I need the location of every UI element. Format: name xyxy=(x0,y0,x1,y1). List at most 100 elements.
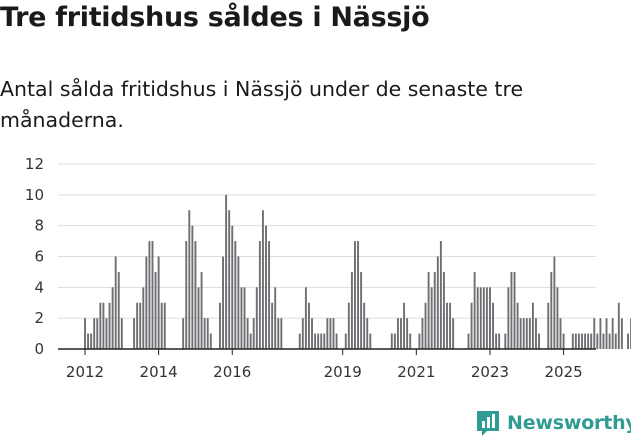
bar xyxy=(105,318,108,349)
bar xyxy=(203,318,206,349)
y-tick-label: 10 xyxy=(25,186,44,204)
bar xyxy=(350,271,353,349)
bar xyxy=(571,333,574,349)
x-tick-label: 2014 xyxy=(140,363,178,381)
bar xyxy=(476,287,479,349)
bar xyxy=(323,333,326,349)
bar xyxy=(479,287,482,349)
bar xyxy=(133,318,136,349)
bar xyxy=(274,287,277,349)
bar xyxy=(298,333,301,349)
bar xyxy=(538,333,540,349)
bar xyxy=(246,318,249,349)
bar xyxy=(519,318,522,349)
bar xyxy=(317,333,320,349)
bar xyxy=(495,333,498,349)
bar xyxy=(596,333,599,349)
bar xyxy=(593,318,596,349)
bar xyxy=(200,271,203,349)
bar xyxy=(111,287,114,349)
bar-chart: 3 0 2 4 6 8 10 12 2012 2014 2016 2019 2021 2023 2025 xyxy=(25,155,631,381)
bar xyxy=(120,318,123,349)
bar xyxy=(516,302,519,349)
bars: 3 xyxy=(84,194,631,349)
bar xyxy=(249,333,252,349)
bar xyxy=(84,318,86,349)
bar xyxy=(433,271,436,349)
bar xyxy=(608,333,611,349)
bar xyxy=(206,318,209,349)
bar xyxy=(409,333,412,349)
bar xyxy=(225,194,228,349)
brand-name: Newsworthy xyxy=(507,412,631,434)
bar xyxy=(396,318,399,349)
y-tick-label: 6 xyxy=(34,248,44,266)
bar xyxy=(148,241,151,349)
bar xyxy=(473,271,476,349)
bar xyxy=(602,333,605,349)
bar xyxy=(525,318,528,349)
bar xyxy=(553,256,556,349)
chart-subtitle: Antal sålda fritidshus i Nässjö under de… xyxy=(0,77,524,132)
bar xyxy=(390,333,393,349)
bar xyxy=(117,271,120,349)
bar xyxy=(556,287,559,349)
bar xyxy=(449,302,452,349)
bar xyxy=(470,302,473,349)
bar xyxy=(393,333,396,349)
bar xyxy=(363,302,366,349)
x-tick-label: 2023 xyxy=(471,363,509,381)
bar xyxy=(507,287,510,349)
bar xyxy=(492,302,494,349)
x-tick-label: 2012 xyxy=(66,363,104,381)
bar xyxy=(344,333,347,349)
bar xyxy=(446,302,448,349)
bar xyxy=(590,333,593,349)
bar xyxy=(547,302,550,349)
x-tick-label: 2019 xyxy=(324,363,362,381)
bar xyxy=(424,302,427,349)
bar xyxy=(574,333,577,349)
bar xyxy=(400,318,402,349)
bar xyxy=(504,333,507,349)
bar xyxy=(421,318,424,349)
bar xyxy=(329,318,332,349)
axes: 0 2 4 6 8 10 12 2012 2014 2016 2019 2021 2023 2025 xyxy=(25,155,596,381)
bar xyxy=(439,241,442,349)
gridlines xyxy=(58,163,596,319)
bar xyxy=(360,271,363,349)
bar xyxy=(136,302,139,349)
bar xyxy=(222,256,224,349)
bar xyxy=(611,318,614,349)
bar xyxy=(240,287,243,349)
bar xyxy=(418,333,421,349)
bar xyxy=(485,287,488,349)
bar xyxy=(96,318,99,349)
bar xyxy=(142,287,145,349)
bar xyxy=(320,333,323,349)
bar xyxy=(550,271,553,349)
bar xyxy=(577,333,580,349)
y-tick-label: 4 xyxy=(34,278,44,296)
bar xyxy=(271,302,274,349)
x-tick-label: 2025 xyxy=(544,363,582,381)
bar xyxy=(489,287,491,349)
bar xyxy=(535,318,537,349)
bar xyxy=(311,318,313,349)
bar xyxy=(605,318,608,349)
chart-title: Tre fritidshus såldes i Nässjö xyxy=(0,2,430,33)
bar xyxy=(354,241,356,349)
bar xyxy=(90,333,93,349)
bar xyxy=(366,318,369,349)
bar xyxy=(581,333,583,349)
bar xyxy=(114,256,117,349)
bar xyxy=(498,333,501,349)
bar xyxy=(154,271,157,349)
bar xyxy=(369,333,372,349)
bar xyxy=(228,210,231,349)
bar xyxy=(347,302,350,349)
bar xyxy=(442,271,445,349)
bar xyxy=(617,302,620,349)
bar xyxy=(219,302,221,349)
bar xyxy=(335,333,338,349)
